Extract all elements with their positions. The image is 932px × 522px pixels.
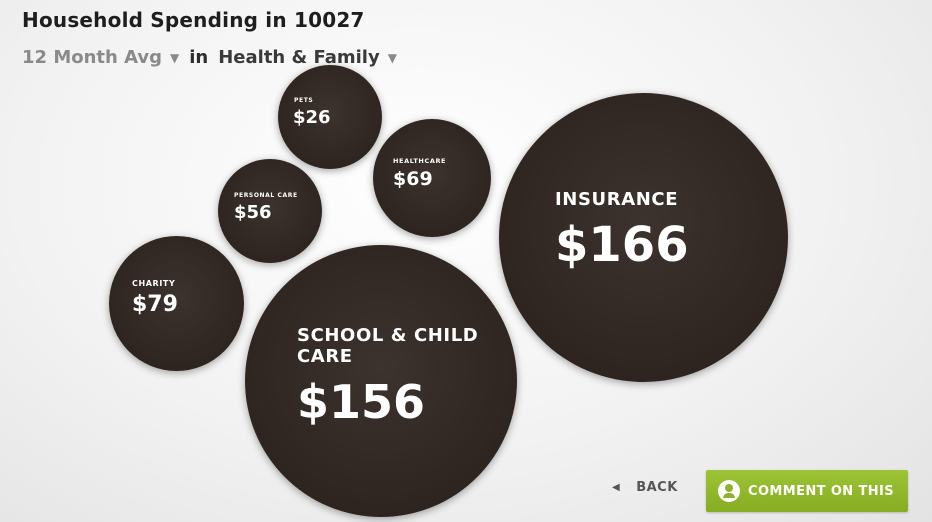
- bubble-value: $56: [234, 202, 272, 223]
- bubble-value: $166: [555, 217, 689, 273]
- comment-button[interactable]: COMMENT ON THIS: [706, 470, 908, 512]
- category-dropdown[interactable]: Health & Family ▼: [218, 47, 397, 68]
- bubble-personal-care[interactable]: PERSONAL CARE $56: [218, 159, 322, 263]
- bubble-charity[interactable]: CHARITY $79: [109, 236, 244, 371]
- caret-down-icon: ▼: [387, 50, 397, 65]
- comment-button-label: COMMENT ON THIS: [748, 483, 895, 499]
- bubble-value: $156: [297, 375, 426, 429]
- back-button-label: BACK: [636, 480, 678, 495]
- caret-down-icon: ▼: [170, 50, 180, 65]
- filter-bar: 12 Month Avg ▼ in Health & Family ▼: [22, 47, 397, 68]
- person-bubble-icon: [718, 480, 740, 502]
- bubble-value: $79: [132, 292, 178, 317]
- bubble-insurance[interactable]: INSURANCE $166: [499, 93, 788, 382]
- bubble-value: $26: [293, 107, 331, 128]
- period-dropdown[interactable]: 12 Month Avg ▼: [22, 47, 179, 68]
- bubble-healthcare[interactable]: HEALTHCARE $69: [373, 119, 491, 237]
- period-dropdown-label: 12 Month Avg: [22, 47, 163, 68]
- left-triangle-icon: ◀: [612, 482, 621, 493]
- back-button[interactable]: ◀ BACK: [612, 480, 678, 495]
- bubble-label: CHARITY: [132, 279, 176, 288]
- filter-connector: in: [189, 47, 209, 68]
- bubble-pets[interactable]: PETS $26: [278, 65, 382, 169]
- bubble-label: SCHOOL & CHILD CARE: [297, 325, 479, 367]
- page-title: Household Spending in 10027: [22, 8, 365, 32]
- bubble-school-child-care[interactable]: SCHOOL & CHILD CARE $156: [245, 245, 517, 517]
- bubble-value: $69: [393, 168, 433, 190]
- bubble-label: PETS: [294, 97, 314, 104]
- bubble-label: PERSONAL CARE: [234, 192, 298, 199]
- bubble-label: HEALTHCARE: [393, 157, 447, 165]
- bubble-label: INSURANCE: [555, 189, 679, 210]
- category-dropdown-label: Health & Family: [218, 47, 380, 68]
